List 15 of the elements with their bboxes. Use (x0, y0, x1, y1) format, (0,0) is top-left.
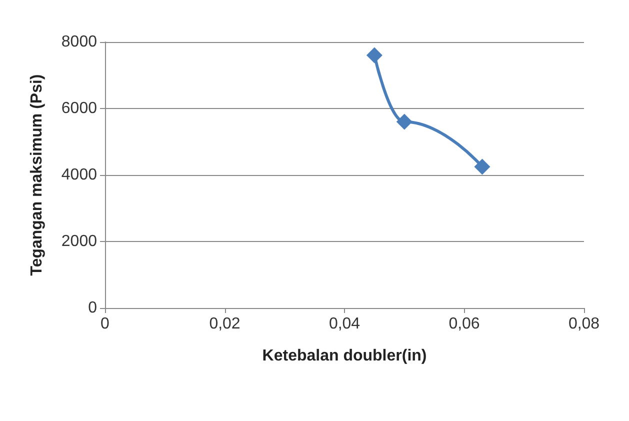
y-tick-label: 4000 (61, 166, 98, 184)
x-tick-label: 0,04 (328, 316, 360, 332)
y-axis-title: Tegangan maksimum (Psi) (28, 74, 46, 276)
point (366, 47, 382, 64)
y-tick-label: 6000 (61, 100, 98, 117)
x-tick-label: 0,08 (568, 316, 600, 332)
y-tick-label: 0 (88, 300, 98, 316)
x-tick-label: 0,02 (209, 316, 240, 332)
point (474, 158, 490, 175)
x-tick-label: 0 (100, 316, 110, 332)
y-tick-label: 2000 (61, 233, 98, 250)
x-tick-label: 0,06 (448, 316, 480, 332)
x-axis-title: Ketebalan doubler(in) (262, 348, 427, 364)
y-tick-label: 8000 (61, 34, 98, 50)
point (396, 114, 412, 130)
